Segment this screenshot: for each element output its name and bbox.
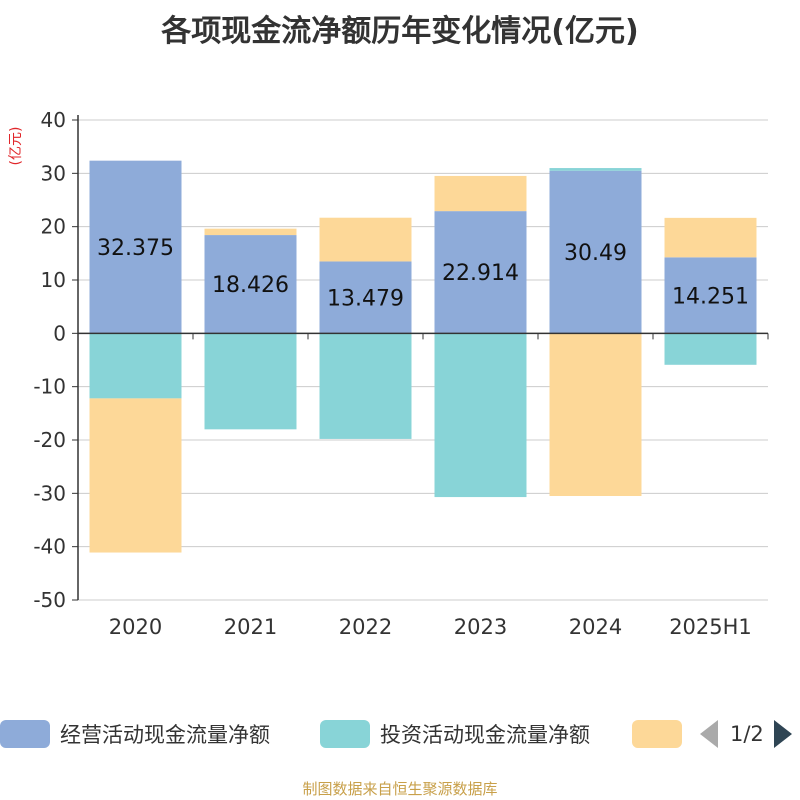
bar-series-2-2021 (204, 228, 297, 236)
data-label: 18.426 (212, 273, 289, 298)
cash-flow-chart: 40 30 20 10 0 -10 -20 -30 -40 -50 2020 2021 2022 2023… (8, 108, 769, 639)
bar-series-2-2022 (319, 217, 412, 262)
legend-item-financing[interactable] (632, 716, 692, 752)
bar-series-0-2024 (549, 170, 642, 334)
axes: 40 30 20 10 0 -10 -20 -30 -40 -50 2020 2021 2022 2023… (33, 108, 769, 639)
y-tick-label: -40 (33, 535, 66, 559)
y-tick-label: 20 (41, 215, 66, 239)
data-source-note: 制图数据来自恒生聚源数据库 (302, 780, 498, 798)
legend-item-operating[interactable]: 经营活动现金流量净额 (0, 716, 270, 752)
data-labels: 32.375 18.426 13.479 22.914 30.49 14.251 (97, 236, 749, 311)
previous-page-icon[interactable] (700, 720, 718, 748)
data-label: 13.479 (327, 286, 404, 311)
x-tick-label: 2020 (109, 615, 162, 639)
legend: 经营活动现金流量净额 投资活动现金流量净额 1/2 (0, 712, 800, 756)
grid-lines (78, 119, 768, 601)
y-tick-label: -20 (33, 428, 66, 452)
x-tick-label: 2023 (454, 615, 507, 639)
bar-series-1-2025H1 (664, 333, 757, 365)
bar-series-0-2021 (204, 235, 297, 334)
legend-swatch-investing (320, 720, 370, 748)
y-tick-label: -50 (33, 588, 66, 612)
bar-series-2-2024 (549, 333, 642, 496)
bar-series-1-2024 (549, 168, 642, 171)
y-tick-label: -30 (33, 481, 66, 505)
next-page-icon[interactable] (773, 720, 792, 748)
x-tick-label: 2021 (224, 615, 277, 639)
bar-series-0-2025H1 (664, 257, 757, 334)
bar-series-2-2025H1 (664, 217, 757, 258)
y-tick-label: 40 (41, 108, 66, 132)
legend-label-investing: 投资活动现金流量净额 (380, 723, 590, 747)
chart-title: 各项现金流净额历年变化情况(亿元) (161, 14, 639, 49)
legend-swatch-financing (632, 720, 682, 748)
y-tick-label: 0 (53, 321, 66, 345)
data-label: 22.914 (442, 261, 519, 286)
y-tick-label: -10 (33, 375, 66, 399)
bar-series-0-2020 (89, 160, 182, 334)
data-label: 14.251 (672, 284, 749, 309)
y-tick-label: 30 (41, 161, 66, 185)
bar-series-1-2023 (434, 333, 527, 498)
bar-series-1-2022 (319, 333, 412, 439)
bar-series-2-2020 (89, 398, 182, 553)
legend-label-operating: 经营活动现金流量净额 (60, 723, 270, 747)
x-tick-label: 2022 (339, 615, 392, 639)
bar-series-1-2021 (204, 333, 297, 430)
y-axis-unit-label: (亿元) (8, 127, 24, 166)
x-tick-label: 2025H1 (669, 615, 752, 639)
bar-series-0-2023 (434, 211, 527, 334)
y-tick-label: 10 (41, 268, 66, 292)
legend-page-indicator: 1/2 (730, 722, 764, 746)
bar-series-2-2023 (434, 175, 527, 212)
bar-series-1-2020 (89, 333, 182, 399)
bar-series-0-2022 (319, 261, 412, 334)
legend-swatch-operating (0, 720, 50, 748)
bars (89, 160, 757, 553)
legend-item-investing[interactable]: 投资活动现金流量净额 (320, 716, 590, 752)
x-tick-label: 2024 (569, 615, 622, 639)
legend-pager: 1/2 (700, 716, 792, 752)
data-label: 30.49 (564, 241, 627, 266)
data-label: 32.375 (97, 236, 174, 261)
